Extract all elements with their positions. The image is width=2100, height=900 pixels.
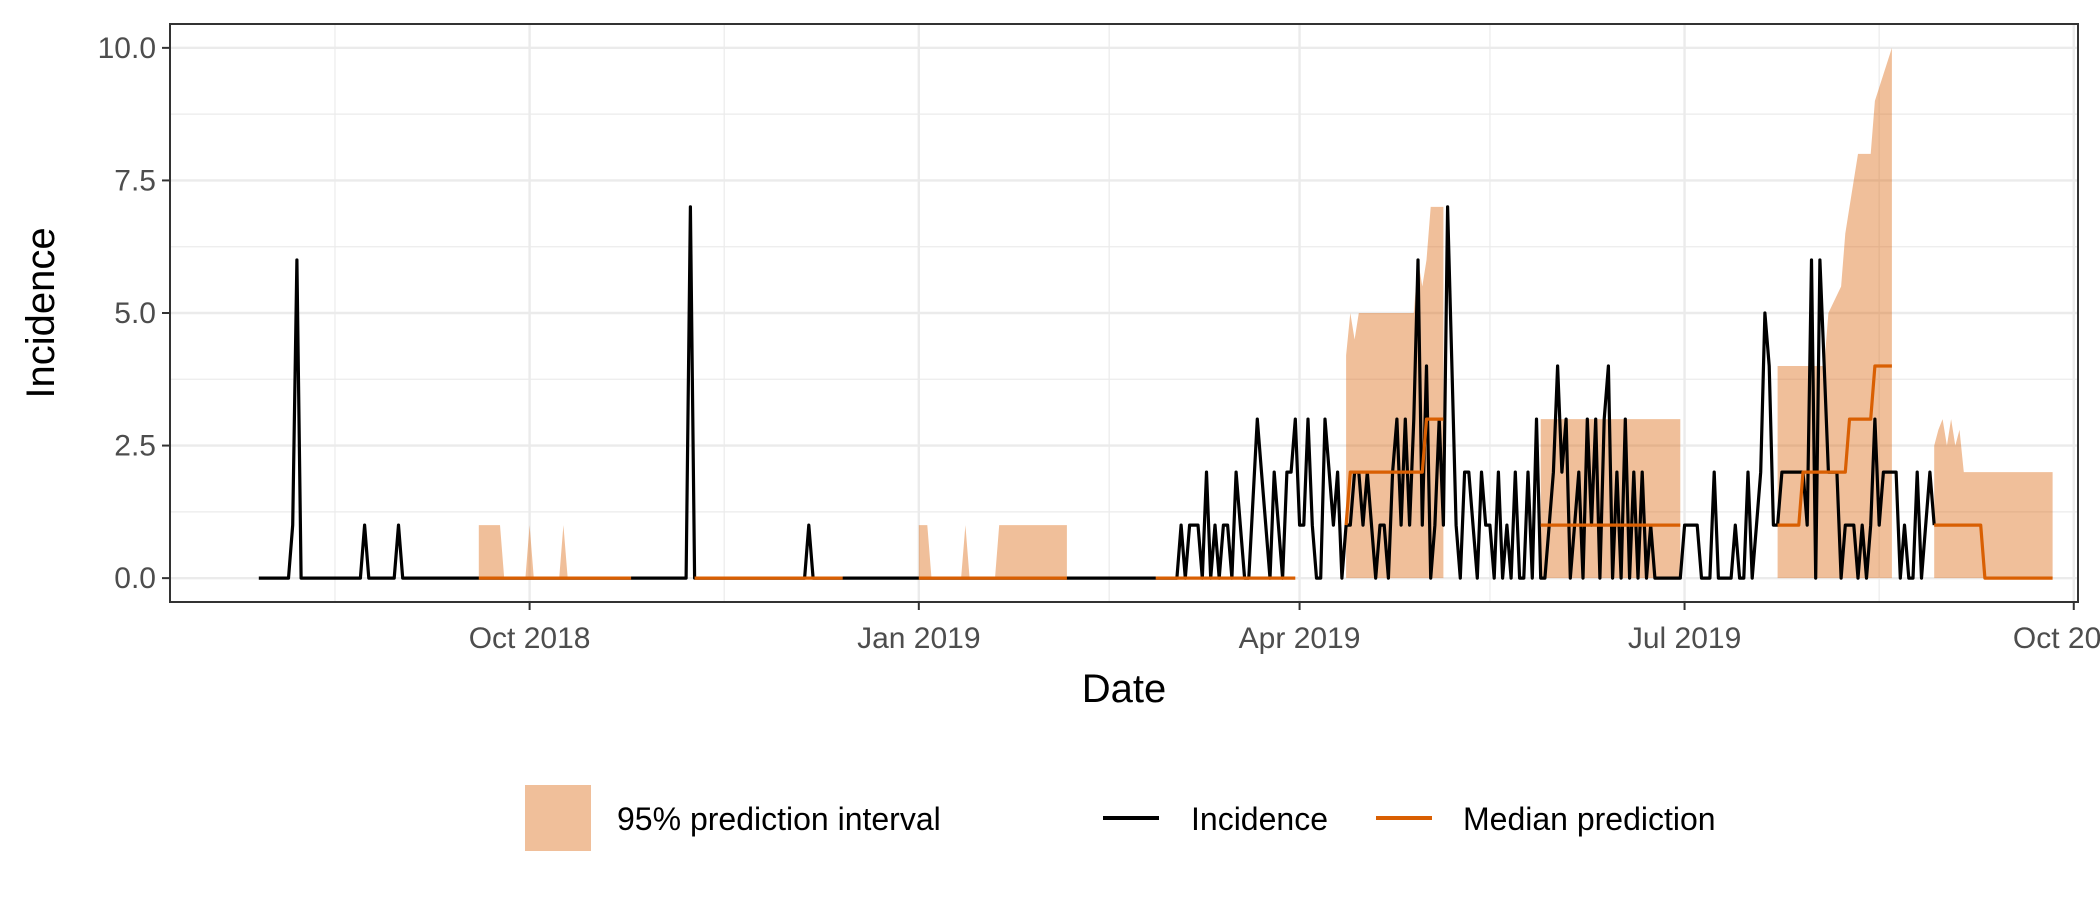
median-prediction-line: [1344, 417, 1444, 526]
legend-label-incidence: Incidence: [1191, 801, 1328, 837]
legend-label-interval: 95% prediction interval: [617, 801, 941, 837]
x-tick-label: Jan 2019: [857, 622, 980, 655]
x-tick-label: Oct 2018: [469, 622, 591, 655]
prediction-interval-band: [1777, 47, 1892, 579]
y-axis: 0.0 2.5 5.0 7.5 10.0: [98, 32, 170, 595]
x-axis: Oct 2018 Jan 2019 Apr 2019 Jul 2019 Oct 2019: [469, 602, 2100, 655]
x-tick-label: Apr 2019: [1239, 622, 1361, 655]
median-series: [478, 364, 2053, 580]
incidence-series: [258, 205, 1936, 580]
y-tick-label: 10.0: [98, 32, 156, 65]
x-tick-label: Oct 2019: [2013, 622, 2100, 655]
y-tick-label: 0.0: [114, 562, 156, 595]
median-prediction-line: [1934, 523, 2053, 580]
y-tick-label: 2.5: [114, 430, 156, 463]
x-axis-title: Date: [1082, 667, 1167, 711]
prediction-interval-band: [478, 525, 632, 579]
incidence-line: [258, 205, 1936, 580]
median-prediction-line: [1777, 364, 1892, 527]
y-tick-label: 7.5: [114, 164, 156, 197]
legend-key-interval: [525, 785, 591, 851]
x-tick-label: Jul 2019: [1628, 622, 1741, 655]
y-tick-label: 5.0: [114, 297, 156, 330]
legend: 95% prediction interval Incidence Median…: [525, 785, 1716, 851]
prediction-interval-band: [918, 525, 1067, 579]
legend-label-median: Median prediction: [1463, 801, 1716, 837]
prediction-interval-band: [1934, 419, 2053, 579]
y-axis-title: Incidence: [19, 227, 63, 398]
